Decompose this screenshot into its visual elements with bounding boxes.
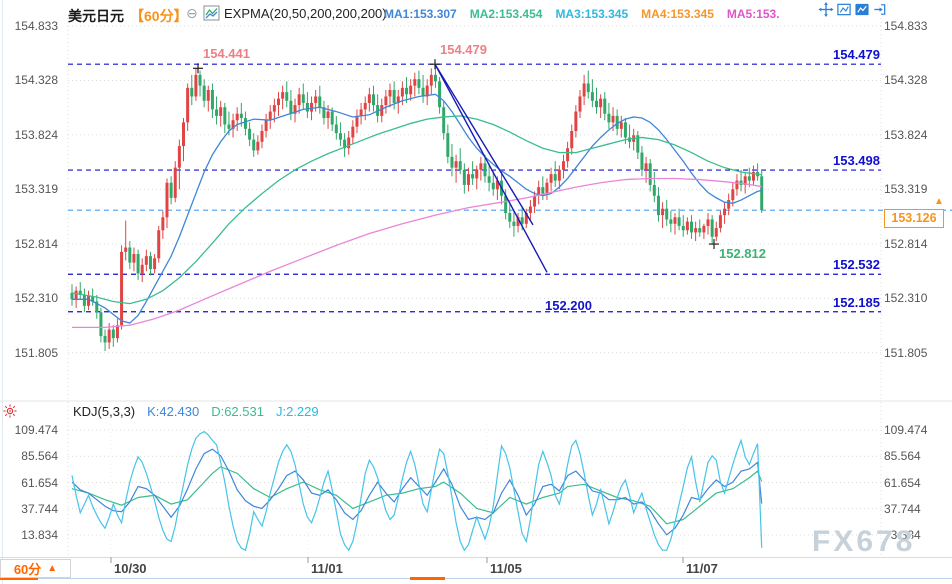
kdj-tick-label: 61.654	[884, 475, 921, 490]
price-tick-label: 152.310	[884, 291, 928, 306]
level-price-label: 153.498	[833, 153, 880, 169]
kdj-tick-label: 13.834	[884, 528, 921, 542]
kdj-tick-label: 85.564	[884, 449, 921, 464]
ma-line-EXPMA20	[72, 93, 762, 324]
date-label: 11/07	[686, 561, 718, 576]
kdj-header: KDJ(5,3,3) K:42.430 D:62.531 J:2.229	[73, 404, 319, 419]
chart-annotation: 154.441	[203, 46, 250, 62]
price-tick-label: 151.805	[884, 345, 928, 360]
price-tick-label: 154.328	[14, 73, 58, 88]
candlestick-series	[70, 64, 764, 352]
ma-value-label: MA3:153.345	[555, 7, 629, 21]
price-tick-label: 152.310	[14, 291, 58, 306]
trendline	[434, 63, 548, 273]
price-tick-label: 154.833	[14, 19, 58, 33]
ma-value-label: MA5:153.	[726, 7, 780, 21]
price-tick-label: 153.319	[14, 182, 58, 197]
ma-value-label: MA2:153.454	[469, 7, 543, 21]
kdj-tick-label: 61.654	[21, 475, 58, 490]
indicator-name: EXPMA(20,50,200,200,200)	[224, 6, 387, 21]
price-tick-label: 151.805	[14, 345, 58, 360]
price-tick-label: 153.824	[14, 127, 58, 142]
kdj-tick-label: 13.834	[21, 528, 58, 542]
kdj-tick-label: 109.474	[884, 423, 928, 437]
price-tick-label: 152.814	[14, 236, 58, 251]
current-price-badge: 153.126	[884, 209, 944, 229]
kdj-d-value: D:62.531	[211, 404, 264, 419]
zoom-area-tool-icon[interactable]	[836, 2, 852, 17]
price-marker-icon: ▲	[934, 196, 944, 208]
forward-tool-icon[interactable]	[872, 2, 888, 17]
kdj-tick-label: 37.744	[21, 501, 58, 516]
date-label: 10/30	[114, 561, 147, 576]
date-label: 11/01	[311, 561, 343, 576]
trendline	[434, 63, 534, 226]
interval-tab-label: 60分	[13, 562, 42, 577]
ma-line-EXPMA200	[72, 177, 762, 329]
kdj-line-D	[71, 466, 763, 525]
price-tick-label: 154.328	[884, 73, 928, 88]
scrollbar-thumb	[0, 577, 38, 580]
price-tick-label: 153.824	[884, 127, 928, 142]
kdj-j-value: J:2.229	[275, 404, 319, 419]
kdj-k-value: K:42.430	[147, 404, 200, 419]
sun-icon[interactable]	[3, 404, 17, 423]
symbol-name: 美元日元	[68, 8, 124, 24]
kdj-title: KDJ(5,3,3)	[73, 404, 136, 419]
interval-tab[interactable]: 60分 ▲	[0, 559, 71, 578]
kdj-tick-label: 85.564	[21, 449, 58, 464]
level-price-label: 154.479	[833, 47, 880, 63]
window-left-edge	[2, 0, 3, 584]
watermark: FX678	[812, 525, 916, 558]
level-price-label: 152.185	[833, 294, 880, 310]
kdj-tick-label: 37.744	[884, 501, 921, 516]
chart-annotation: 154.479	[440, 42, 487, 58]
ma-line-EXPMA50	[71, 115, 762, 305]
kdj-line-J	[71, 430, 763, 552]
chart-annotation: 152.200	[545, 297, 592, 313]
interval-label: 【60分】	[130, 8, 188, 24]
level-price-label: 152.532	[833, 257, 880, 273]
ma-values: MA1:153.307 MA2:153.454 MA3:153.345 MA4:153…	[384, 7, 780, 21]
kdj-series	[71, 430, 763, 552]
date-label: 11/05	[490, 561, 522, 576]
chart-annotation: 152.812	[719, 246, 766, 262]
scrollbar-thumb	[410, 577, 445, 580]
price-tick-label: 152.814	[884, 236, 928, 251]
chart-style-icon[interactable]	[203, 5, 220, 26]
caret-up-icon: ▲	[47, 563, 58, 574]
collapse-icon[interactable]: ⊖	[186, 5, 198, 21]
price-tick-label: 154.833	[884, 19, 928, 33]
move-tool-icon[interactable]	[818, 2, 834, 17]
kdj-tick-label: 109.474	[14, 423, 58, 437]
price-tick-label: 153.319	[884, 182, 928, 197]
ma-value-label: MA4:153.345	[641, 7, 714, 21]
active-chart-tool-icon[interactable]	[854, 2, 870, 17]
ma-value-label: MA1:153.307	[384, 7, 457, 21]
